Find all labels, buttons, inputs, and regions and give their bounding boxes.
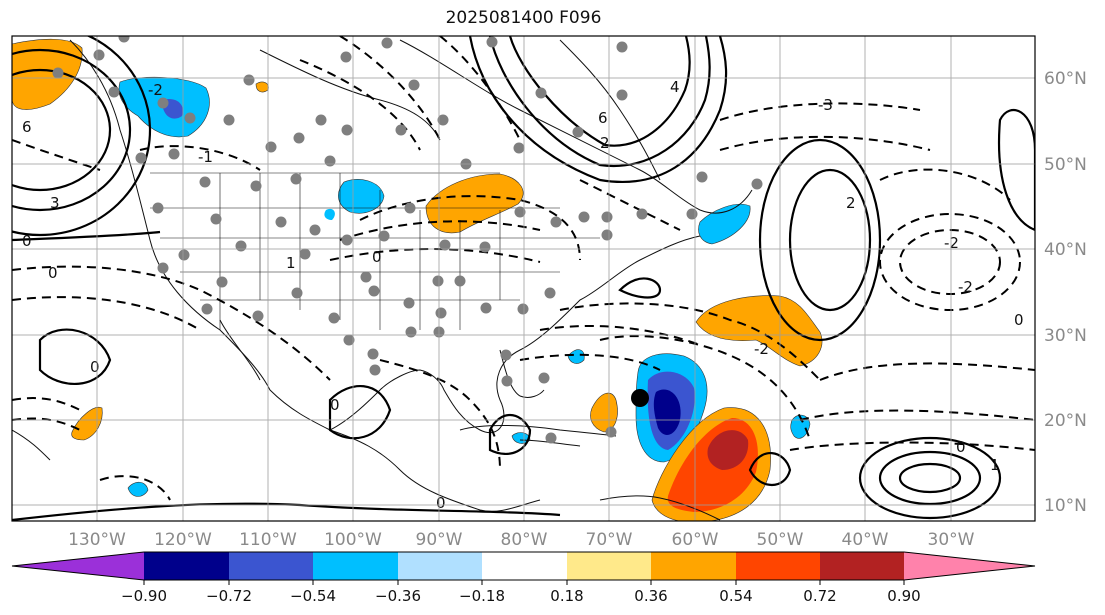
colorbar-swatch	[736, 552, 820, 580]
contour-labels: 6 3 0 -1 -2 0 4 6 2 -3 -2 -2 -2 0 0 0 1 …	[22, 78, 1024, 512]
colorbar-swatch	[313, 552, 398, 580]
svg-text:0: 0	[1014, 311, 1024, 329]
colorbar-swatch	[398, 552, 482, 580]
colorbar-tick: −0.36	[375, 587, 421, 605]
lon-label: 130°W	[68, 530, 126, 550]
dashed-contours	[12, 36, 1035, 501]
colorbar-swatch	[820, 552, 904, 580]
lon-label: 110°W	[239, 530, 297, 550]
lon-label: 100°W	[324, 530, 382, 550]
storm-center-marker	[631, 389, 649, 407]
colorbar-arrow-left	[12, 552, 144, 580]
latitude-labels: 60°N 50°N 40°N 30°N 20°N 10°N	[1044, 69, 1087, 516]
svg-text:0: 0	[372, 248, 382, 266]
lon-label: 70°W	[586, 530, 633, 550]
longitude-labels: 130°W 120°W 110°W 100°W 90°W 80°W 70°W 6…	[68, 530, 975, 550]
political-borders	[150, 172, 600, 330]
svg-text:0: 0	[330, 396, 340, 414]
svg-text:0: 0	[90, 358, 100, 376]
lon-label: 30°W	[928, 530, 975, 550]
svg-text:4: 4	[670, 78, 680, 96]
svg-text:3: 3	[50, 194, 60, 212]
lon-label: 40°W	[842, 530, 889, 550]
lat-label: 50°N	[1044, 155, 1087, 175]
colorbar-tick: 0.54	[719, 587, 752, 605]
svg-text:0: 0	[956, 438, 966, 456]
svg-text:-3: -3	[818, 96, 833, 114]
colorbar-tick: −0.90	[121, 587, 167, 605]
svg-text:-2: -2	[958, 278, 973, 296]
svg-text:-2: -2	[148, 81, 163, 99]
lat-label: 10°N	[1044, 496, 1087, 516]
colorbar-tick: −0.54	[290, 587, 336, 605]
colorbar-swatch	[651, 552, 736, 580]
colorbar-tick: 0.72	[803, 587, 836, 605]
colorbar-swatch	[229, 552, 313, 580]
lat-label: 30°N	[1044, 326, 1087, 346]
svg-text:0: 0	[48, 264, 58, 282]
lon-label: 90°W	[416, 530, 463, 550]
colorbar-tick: −0.72	[206, 587, 252, 605]
colorbar-tick: 0.90	[887, 587, 920, 605]
svg-text:0: 0	[22, 232, 32, 250]
svg-text:6: 6	[598, 109, 608, 127]
lon-label: 60°W	[672, 530, 719, 550]
svg-text:1: 1	[990, 456, 1000, 474]
map-title: 2025081400 F096	[445, 8, 602, 28]
graticule	[12, 36, 1035, 521]
svg-text:-2: -2	[754, 340, 769, 358]
lon-label: 50°W	[757, 530, 804, 550]
colorbar-swatch	[567, 552, 651, 580]
lon-label: 120°W	[154, 530, 212, 550]
colorbar-tick: 0.36	[634, 587, 667, 605]
colorbar-tick: −0.18	[459, 587, 505, 605]
lat-label: 20°N	[1044, 411, 1087, 431]
lat-label: 40°N	[1044, 240, 1087, 260]
lat-label: 60°N	[1044, 69, 1087, 89]
coastlines	[12, 39, 753, 521]
svg-text:6: 6	[22, 118, 32, 136]
colorbar-tick: 0.18	[550, 587, 583, 605]
svg-text:0: 0	[436, 494, 446, 512]
colorbar-arrow-right	[904, 552, 1035, 580]
colorbar-swatch	[482, 552, 567, 580]
svg-text:2: 2	[846, 194, 856, 212]
svg-text:1: 1	[286, 254, 296, 272]
svg-text:-1: -1	[198, 148, 213, 166]
colorbar: −0.90 −0.72 −0.54 −0.36 −0.18 0.18 0.36 …	[11, 551, 1036, 605]
map-frame	[11, 35, 1036, 522]
svg-text:2: 2	[600, 134, 610, 152]
lon-label: 80°W	[501, 530, 548, 550]
colorbar-swatch	[144, 552, 229, 580]
